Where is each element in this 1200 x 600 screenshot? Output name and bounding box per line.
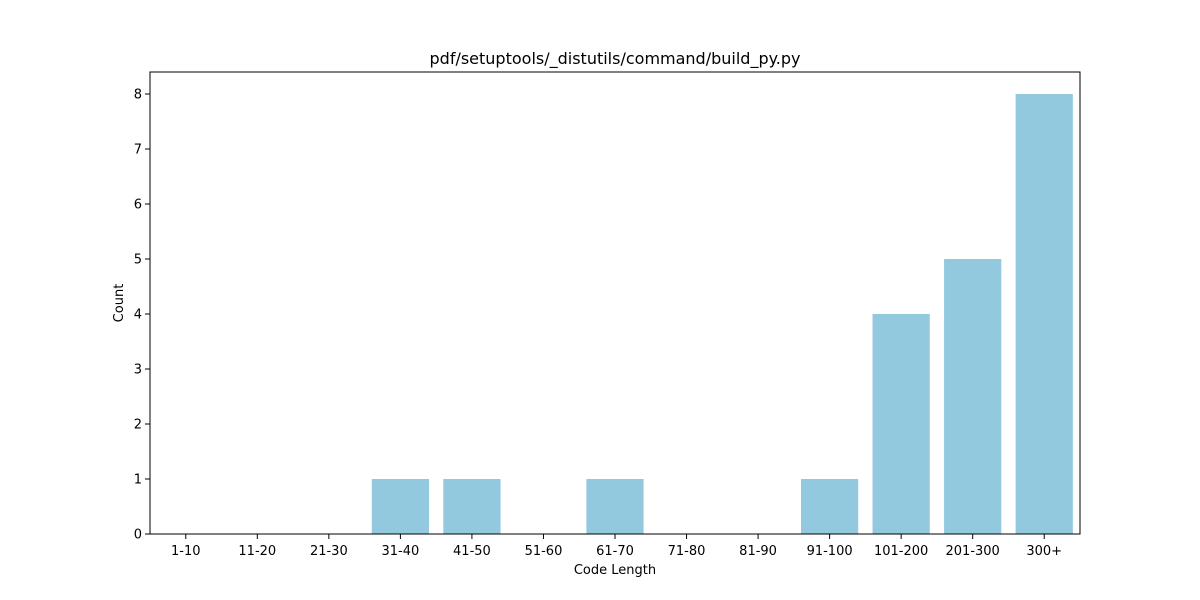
x-tick-label: 51-60 [525, 544, 563, 559]
bar-41-50 [443, 479, 501, 534]
x-tick-label: 71-80 [668, 544, 706, 559]
bars-group [371, 94, 1073, 534]
y-tick-label: 8 [134, 88, 142, 103]
x-tick-label: 300+ [1026, 544, 1062, 559]
y-axis: 0 1 2 3 4 5 6 7 8 [134, 88, 150, 543]
y-tick-label: 1 [134, 473, 142, 488]
x-tick-label: 81-90 [739, 544, 777, 559]
y-tick-label: 3 [134, 363, 142, 378]
x-tick-label: 41-50 [453, 544, 491, 559]
bar-201-300 [944, 259, 1002, 534]
y-tick-label: 6 [134, 198, 142, 213]
y-tick-label: 0 [134, 528, 142, 543]
bar-101-200 [872, 314, 930, 534]
x-tick-label: 91-100 [807, 544, 853, 559]
y-tick-label: 5 [134, 253, 142, 268]
y-axis-label: Count [112, 284, 127, 323]
bar-91-100 [801, 479, 859, 534]
x-axis-label: Code Length [574, 563, 656, 578]
bar-300+ [1015, 94, 1073, 534]
x-tick-label: 31-40 [381, 544, 419, 559]
y-tick-label: 7 [134, 143, 142, 158]
chart-title: pdf/setuptools/_distutils/command/build_… [430, 49, 801, 69]
x-tick-label: 61-70 [596, 544, 634, 559]
y-tick-label: 2 [134, 418, 142, 433]
x-axis: 1-10 11-20 21-30 31-40 41-50 51-60 61-70 71-80 8… [171, 534, 1062, 559]
bar-31-40 [371, 479, 429, 534]
x-tick-label: 11-20 [238, 544, 276, 559]
x-tick-label: 21-30 [310, 544, 348, 559]
y-tick-label: 4 [134, 308, 142, 323]
x-tick-label: 1-10 [171, 544, 201, 559]
x-tick-label: 201-300 [946, 544, 1000, 559]
x-tick-label: 101-200 [874, 544, 928, 559]
bar-61-70 [586, 479, 644, 534]
